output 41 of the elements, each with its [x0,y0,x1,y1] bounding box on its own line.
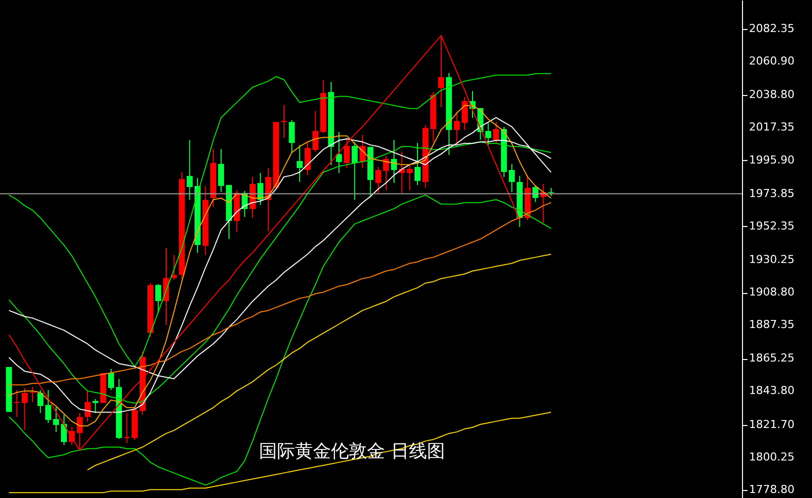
candlestick [92,398,98,414]
y-tick-label: 2082.35 [749,22,794,36]
y-tick-label: 1908.80 [749,286,794,299]
candlestick [288,120,295,154]
y-tick-label: 1973.85 [749,186,794,200]
candlestick [390,139,397,184]
line-series [8,412,552,494]
y-tick-label: 1821.70 [749,418,794,431]
candlestick [186,139,193,200]
y-tick-label: 1930.25 [749,252,794,266]
y-tick-label: 1843.80 [749,384,794,398]
candlestick [336,132,342,174]
candlestick [375,166,382,194]
y-tick-label: 1778.80 [749,482,794,496]
candlestick [304,142,310,176]
candlestick [493,122,500,144]
candlestick [352,142,358,200]
candlestick [30,386,36,403]
y-tick-label: 1887.35 [749,318,794,332]
y-tick-label: 1952.35 [749,219,794,232]
candlestick [60,414,67,446]
candlestick [53,406,60,432]
candlestick [383,156,390,191]
candlestick [414,142,420,186]
y-tick-label: 1800.25 [749,450,794,464]
y-tick-label: 2038.80 [749,88,794,102]
candlestick [155,284,162,314]
line-series [8,73,552,368]
y-tick-label: 1995.90 [749,153,794,166]
candlestick [280,104,287,138]
candlestick [84,390,90,422]
candlestick [108,368,114,391]
candlestick [344,137,350,169]
line-series [8,194,552,486]
y-tick-label: 2060.90 [749,54,794,68]
y-tick-label: 2017.35 [749,120,794,134]
candlestick [508,163,515,193]
y-tick-label: 1865.25 [749,352,794,365]
line-series [87,254,552,470]
candlestick [296,144,303,182]
candlestick [218,148,224,193]
